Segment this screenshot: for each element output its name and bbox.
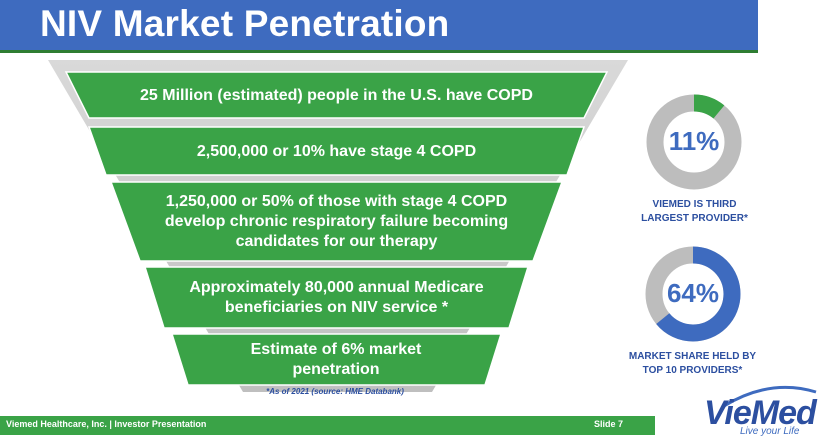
funnel-layer-4-label: Approximately 80,000 annual Medicare ben…	[189, 279, 484, 316]
donut-2-arc	[645, 246, 741, 342]
donut-1-caption: VIEMED IS THIRD LARGEST PROVIDER*	[641, 199, 748, 224]
funnel-layer-5-shape	[170, 333, 503, 386]
funnel-layer-2-label: 2,500,000 or 10% have stage 4 COPD	[196, 143, 477, 160]
funnel-layer-2-text: 2,500,000 or 10% have stage 4 COPD	[107, 131, 566, 173]
donut-1-arc	[646, 94, 742, 190]
donut-2-chart	[645, 246, 741, 342]
funnel-layer-5-text: Estimate of 6% market penetration	[236, 338, 436, 382]
slide-number: Slide 7	[593, 419, 623, 429]
funnel-layer-3-text: 1,250,000 or 50% of those with stage 4 C…	[160, 187, 513, 257]
logo-tagline: Live your Life	[740, 426, 800, 437]
funnel-layer-3-label: 1,250,000 or 50% of those with stage 4 C…	[164, 193, 509, 250]
donut-1-chart	[646, 94, 742, 190]
funnel-layer-4-shape	[143, 266, 530, 329]
page-title: NIV Market Penetration	[40, 3, 450, 44]
footer-bar: Viemed Healthcare, Inc. | Investor Prese…	[0, 416, 655, 435]
footer-company: Viemed Healthcare, Inc. | Investor Prese…	[6, 419, 207, 429]
funnel-layer-1-label: 25 Million (estimated) people in the U.S…	[140, 87, 533, 104]
logo-wordmark: VieMed	[704, 394, 817, 432]
funnel-layer-3-shape	[109, 181, 564, 262]
donut-2-caption: MARKET SHARE HELD BY TOP 10 PROVIDERS*	[628, 351, 757, 376]
funnel-layer-1-text: 25 Million (estimated) people in the U.S…	[90, 76, 583, 116]
funnel-layer-5-label: Estimate of 6% market penetration	[250, 341, 422, 378]
logo-swoosh-icon	[723, 385, 817, 408]
donut-2-percent: 64%	[666, 278, 720, 308]
donut-1-percent: 11%	[668, 126, 720, 156]
funnel-layer-2-shape	[87, 126, 586, 176]
funnel-footnote: *As of 2021 (source: HME Databank)	[266, 387, 404, 396]
funnel-layer-1-shape	[64, 71, 609, 119]
title-bar: NIV Market Penetration	[0, 0, 758, 50]
funnel-layer-4-text: Approximately 80,000 annual Medicare ben…	[185, 272, 488, 324]
title-underline	[0, 50, 758, 53]
